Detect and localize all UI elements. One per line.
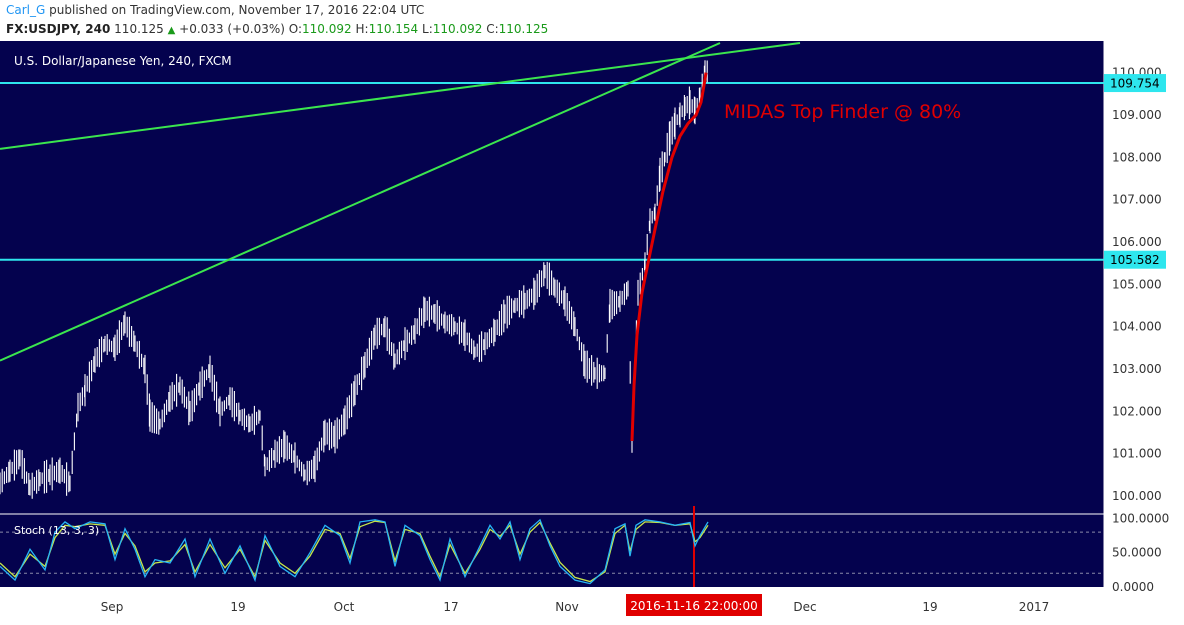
- close-value: 110.125: [498, 22, 549, 36]
- last-price: 110.125: [114, 22, 164, 36]
- stoch-tick-label: 0.0000: [1112, 580, 1154, 594]
- chart-panel-background: [0, 41, 1104, 587]
- open-label: O:: [288, 22, 303, 36]
- time-axis-background: [0, 587, 1104, 625]
- high-value: 110.154: [368, 22, 419, 36]
- level-price-label: 109.754: [1110, 77, 1160, 91]
- time-tick-label: 19: [922, 600, 937, 614]
- time-tick-label: Sep: [101, 600, 124, 614]
- symbol-label: FX:USDJPY, 240: [6, 22, 111, 36]
- stoch-tick-label: 100.0000: [1112, 511, 1169, 525]
- change: +0.033 (+0.03%): [179, 22, 285, 36]
- publish-info: Carl_G published on TradingView.com, Nov…: [6, 3, 1184, 18]
- price-tick-label: 105.000: [1112, 277, 1162, 291]
- time-tick-label: 2017: [1019, 600, 1050, 614]
- price-tick-label: 100.000: [1112, 489, 1162, 503]
- open-value: 110.092: [302, 22, 352, 36]
- price-tick-label: 102.000: [1112, 404, 1162, 418]
- cursor-time-label: 2016-11-16 22:00:00: [630, 599, 757, 613]
- low-value: 110.092: [432, 22, 483, 36]
- time-tick-label: 17: [443, 600, 458, 614]
- low-label: L:: [422, 22, 433, 36]
- symbol-info: FX:USDJPY, 240 110.125 ▲ +0.033 (+0.03%)…: [6, 22, 1184, 38]
- time-tick-label: Oct: [334, 600, 355, 614]
- stoch-k-line: [0, 518, 709, 585]
- price-tick-label: 108.000: [1112, 150, 1162, 164]
- price-chart[interactable]: 100.000 101.000 102.000 103.000 104.000 105.0…: [0, 41, 1184, 625]
- price-tick-label: 101.000: [1112, 447, 1162, 461]
- cursor-time-tag: [626, 594, 762, 616]
- trendline[interactable]: [0, 42, 801, 150]
- price-tick-label: 107.000: [1112, 193, 1162, 207]
- level-price-label: 105.582: [1110, 253, 1160, 267]
- price-tick-label: 104.000: [1112, 320, 1162, 334]
- time-tick-label: Nov: [555, 600, 578, 614]
- time-tick-label: 19: [230, 600, 245, 614]
- price-axis-background: [1104, 41, 1184, 625]
- price-tick-label: 106.000: [1112, 235, 1162, 249]
- level-price-tag: [1104, 74, 1166, 93]
- author-link[interactable]: Carl_G: [6, 3, 46, 17]
- midas-annotation: MIDAS Top Finder @ 80%: [724, 101, 961, 123]
- level-price-tag: [1104, 250, 1166, 269]
- midas-curve[interactable]: [630, 72, 708, 442]
- up-arrow-icon: ▲: [167, 25, 176, 36]
- high-label: H:: [355, 22, 369, 36]
- time-tick-label: Dec: [793, 600, 816, 614]
- stoch-tick-label: 50.0000: [1112, 546, 1162, 560]
- price-tick-label: 103.000: [1112, 362, 1162, 376]
- price-tick-label: 109.000: [1112, 108, 1162, 122]
- stoch-label: Stoch (13, 3, 3): [14, 524, 99, 537]
- published-text: published on TradingView.com, November 1…: [49, 3, 425, 17]
- close-label: C:: [486, 22, 499, 36]
- chart-title: U.S. Dollar/Japanese Yen, 240, FXCM: [14, 54, 232, 68]
- trendline[interactable]: [0, 42, 721, 362]
